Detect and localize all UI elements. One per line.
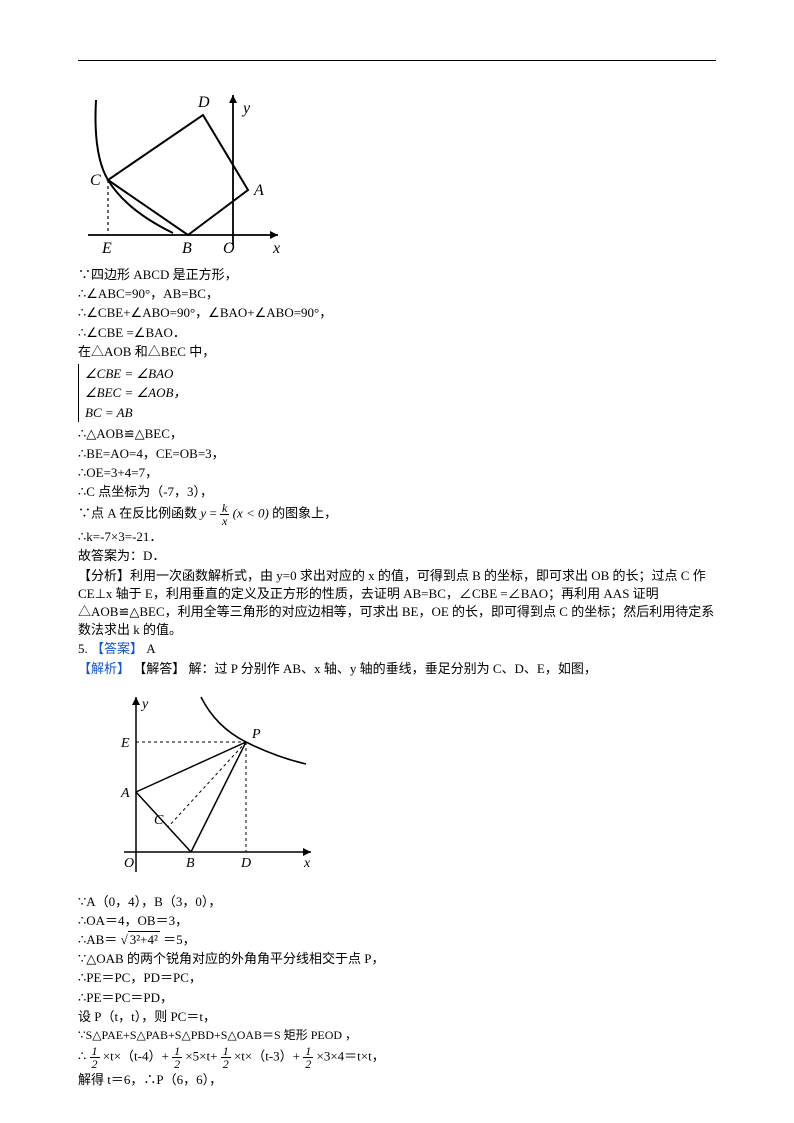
answer-value: A xyxy=(146,641,155,656)
text-line: ∴∠CBE+∠ABO=90°，∠BAO+∠ABO=90°， xyxy=(78,304,716,322)
svg-text:x: x xyxy=(303,856,311,871)
text-span: ×3×4＝t×t， xyxy=(317,1048,385,1063)
question-number: 5. xyxy=(78,641,88,656)
fraction-num: 1 xyxy=(303,1045,313,1058)
fraction-half: 12 xyxy=(221,1045,231,1070)
svg-text:D: D xyxy=(240,856,251,871)
formula-eq: = xyxy=(209,506,216,521)
text-line: ∵四边形 ABCD 是正方形， xyxy=(78,266,716,284)
formula-y: y xyxy=(200,506,206,521)
svg-text:D: D xyxy=(197,94,210,111)
text-line: ∴PE＝PC＝PD， xyxy=(78,989,716,1007)
text-span: ∴AB＝ xyxy=(78,932,121,947)
svg-text:P: P xyxy=(251,727,261,742)
case-row: BC = AB xyxy=(85,403,186,423)
text-span: ＝5， xyxy=(163,932,196,947)
fraction-den: 2 xyxy=(303,1058,313,1070)
svg-text:C: C xyxy=(154,813,164,828)
question-header: 5. 【答案】 A xyxy=(78,640,716,658)
svg-text:B: B xyxy=(186,856,195,871)
fraction-den: 2 xyxy=(172,1058,182,1070)
text-line: 故答案为：D． xyxy=(78,547,716,565)
svg-text:E: E xyxy=(120,736,130,751)
solution-label2: 【解答】 xyxy=(133,661,185,676)
text-span: ×t×（t-3）+ xyxy=(234,1048,303,1063)
solution-text: 解：过 P 分别作 AB、x 轴、y 轴的垂线，垂足分别为 C、D、E，如图， xyxy=(189,661,597,676)
text-span: ∴ xyxy=(78,1048,90,1063)
sqrt-expr: √3²+4² xyxy=(121,931,160,949)
fraction-num: 1 xyxy=(90,1045,100,1058)
fraction-den: x xyxy=(220,515,229,527)
fraction-den: 2 xyxy=(221,1058,231,1070)
text-line: ∵点 A 在反比例函数 y = k x (x < 0) 的图象上， xyxy=(78,502,716,527)
fraction-kx: k x xyxy=(220,502,229,527)
svg-text:O: O xyxy=(223,240,235,257)
svg-text:O: O xyxy=(124,856,134,871)
text-line: 在△AOB 和△BEC 中， xyxy=(78,343,716,361)
solution-intro: 【解析】 【解答】 解：过 P 分别作 AB、x 轴、y 轴的垂线，垂足分别为 … xyxy=(78,660,716,678)
text-span: ∵点 A 在反比例函数 xyxy=(78,506,200,521)
area-equation: ∴ 12 ×t×（t-4）+ 12 ×5×t+ 12 ×t×（t-3）+ 12 … xyxy=(78,1045,716,1070)
svg-text:B: B xyxy=(182,240,192,257)
equation-cases: ∠CBE = ∠BAO ∠BEC = ∠AOB， BC = AB xyxy=(78,364,186,423)
text-line: 解得 t＝6，∴P（6，6）， xyxy=(78,1071,716,1089)
text-line: ∴AB＝ √3²+4² ＝5， xyxy=(78,931,716,949)
text-line: ∴△AOB≌△BEC， xyxy=(78,425,716,443)
formula-cond: (x < 0) xyxy=(233,506,269,521)
svg-text:y: y xyxy=(241,100,251,117)
fraction-den: 2 xyxy=(90,1058,100,1070)
analysis-text: 【分析】利用一次函数解析式，由 y=0 求出对应的 x 的值，可得到点 B 的坐… xyxy=(78,567,716,640)
text-line: ∵S△PAE+S△PAB+S△PBD+S△OAB＝S 矩形 PEOD ， xyxy=(78,1027,716,1044)
figure-1: D y A C E B O x xyxy=(78,85,716,260)
text-line: ∴BE=AO=4，CE=OB=3， xyxy=(78,445,716,463)
text-line: ∴PE＝PC，PD＝PC， xyxy=(78,969,716,987)
solution-label: 【解析】 xyxy=(78,661,130,676)
text-line: ∴∠ABC=90°，AB=BC， xyxy=(78,285,716,303)
figure-2: y E A C O B D x P xyxy=(96,682,716,887)
svg-text:y: y xyxy=(140,697,149,712)
radicand: 3²+4² xyxy=(128,931,160,947)
text-span: 的图象上， xyxy=(272,506,337,521)
svg-text:x: x xyxy=(272,240,280,257)
document-body: D y A C E B O x ∵四边形 ABCD 是正方形， ∴∠ABC=90… xyxy=(78,85,716,1089)
svg-text:C: C xyxy=(90,172,101,189)
fraction-num: 1 xyxy=(172,1045,182,1058)
text-line: ∴OA＝4，OB＝3， xyxy=(78,912,716,930)
text-line: ∵A（0，4），B（3，0）， xyxy=(78,893,716,911)
fraction-half: 12 xyxy=(172,1045,182,1070)
text-span: ×t×（t-4）+ xyxy=(103,1048,172,1063)
case-row: ∠BEC = ∠AOB， xyxy=(85,383,186,403)
answer-label: 【答案】 xyxy=(91,641,143,656)
top-rule xyxy=(78,60,716,61)
text-line: ∴C 点坐标为（-7，3）， xyxy=(78,483,716,501)
svg-text:A: A xyxy=(253,182,264,199)
fraction-half: 12 xyxy=(303,1045,313,1070)
text-span: ×5×t+ xyxy=(185,1048,220,1063)
case-row: ∠CBE = ∠BAO xyxy=(85,364,186,384)
text-line: ∴OE=3+4=7， xyxy=(78,464,716,482)
text-line: ∴∠CBE =∠BAO． xyxy=(78,324,716,342)
svg-text:A: A xyxy=(120,786,130,801)
text-line: 设 P（t，t），则 PC＝t， xyxy=(78,1008,716,1026)
fraction-half: 12 xyxy=(90,1045,100,1070)
svg-text:E: E xyxy=(101,240,112,257)
fraction-num: 1 xyxy=(221,1045,231,1058)
text-line: ∴k=-7×3=-21． xyxy=(78,528,716,546)
text-line: ∵△OAB 的两个锐角对应的外角角平分线相交于点 P， xyxy=(78,950,716,968)
